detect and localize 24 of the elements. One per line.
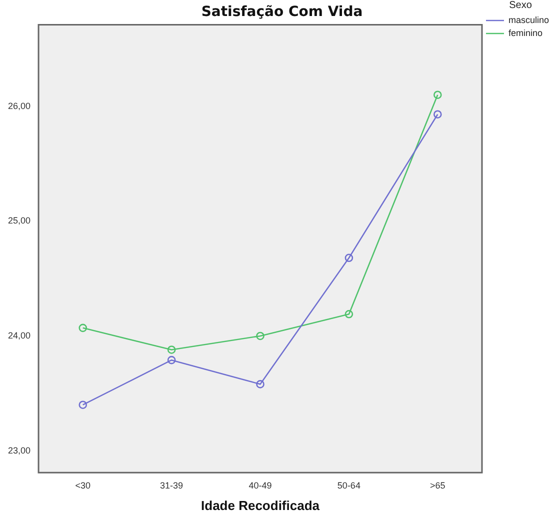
x-axis-title: Idade Recodificada — [201, 498, 320, 513]
x-tick-label: 50-64 — [337, 480, 360, 490]
point — [433, 90, 442, 99]
point — [344, 254, 354, 262]
legend-label: masculino — [508, 14, 550, 25]
point — [78, 324, 88, 332]
y-tick-label: 25,00 — [8, 216, 31, 226]
x-tick-label: <30 — [75, 480, 91, 490]
point — [167, 346, 176, 354]
chart-title: Satisfação Com Vida — [201, 4, 363, 20]
point — [78, 400, 88, 410]
y-tick-label: 26,00 — [8, 100, 31, 111]
y-tick-label: 23,00 — [8, 445, 31, 456]
x-tick-label: >65 — [430, 480, 446, 490]
y-tick-label: 24,00 — [8, 330, 31, 340]
point — [433, 110, 442, 119]
legend-title: Sexo — [509, 0, 532, 11]
x-tick-label: 40-49 — [248, 480, 272, 490]
legend-label: feminino — [508, 28, 543, 38]
point — [256, 332, 264, 340]
x-tick-label: 31-39 — [160, 480, 184, 490]
point — [256, 380, 264, 388]
point — [167, 356, 176, 364]
point — [344, 310, 354, 318]
